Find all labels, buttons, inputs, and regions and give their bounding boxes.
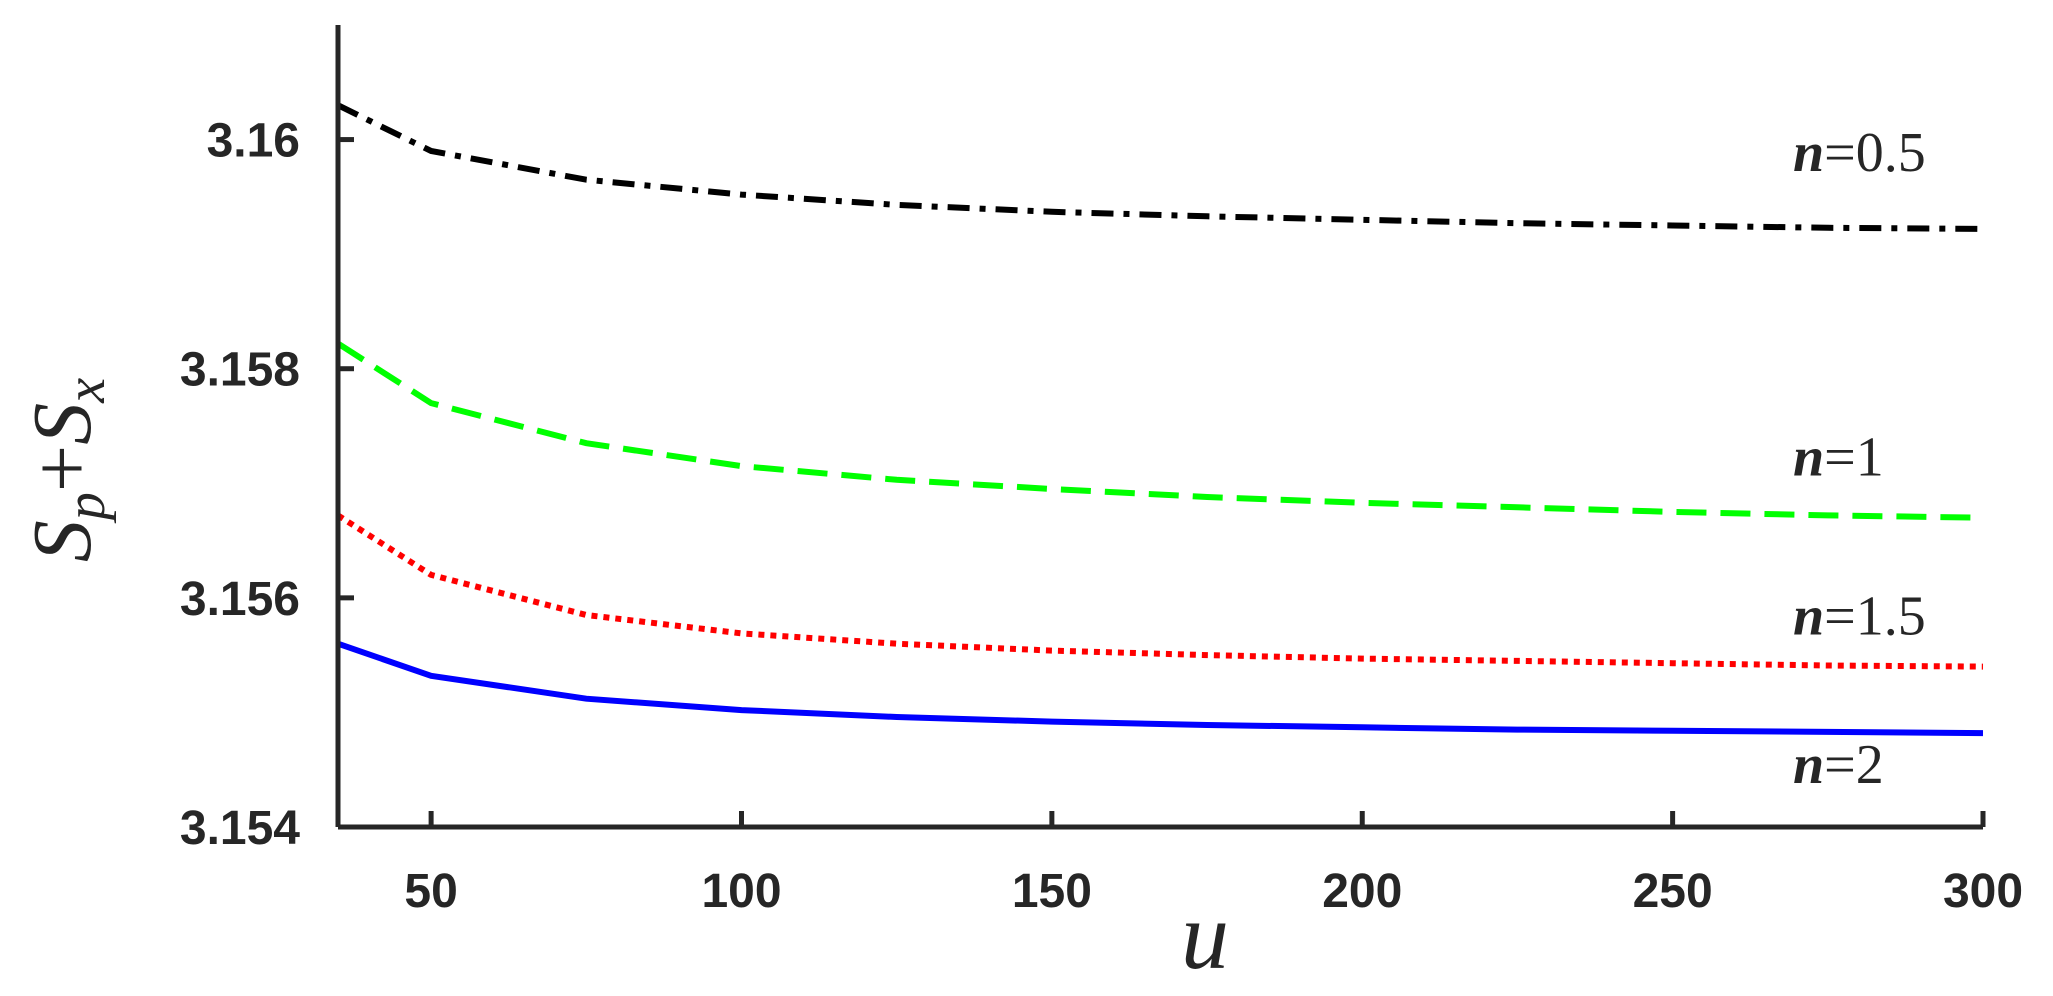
y-tick-label: 3.16 xyxy=(207,115,300,168)
curve-label-value: 2 xyxy=(1856,734,1884,796)
y-tick-label: 3.158 xyxy=(180,344,300,397)
series-line-n-1-5 xyxy=(336,512,1984,670)
curve-label-var: n xyxy=(1793,586,1824,648)
x-tick-label: 300 xyxy=(1943,865,2023,918)
ticks: 50 100 150 200 250 300 3.154 3.156 3.158 3.16 xyxy=(180,115,2023,918)
curve-labels: n=0.5n=1n=1.5n=2 xyxy=(1793,122,1926,796)
curve-label-n-1: n=1 xyxy=(1793,427,1884,489)
x-tick-label: 100 xyxy=(701,865,781,918)
curve-label-var: n xyxy=(1793,122,1824,184)
curve-label-n-1-5: n=1.5 xyxy=(1793,586,1926,648)
y-axis-title-plus: + xyxy=(16,445,109,492)
curve-label-value: 1.5 xyxy=(1856,586,1926,648)
x-axis-title: u xyxy=(1181,882,1229,989)
curve-label-eq: = xyxy=(1824,427,1856,489)
curve-label-value: 1 xyxy=(1856,427,1884,489)
x-tick-label: 250 xyxy=(1633,865,1713,918)
curve-label-n-0-5: n=0.5 xyxy=(1793,122,1926,184)
curve-label-eq: = xyxy=(1824,734,1856,796)
axes xyxy=(335,25,1983,830)
y-tick-label: 3.154 xyxy=(180,802,300,855)
curve-label-var: n xyxy=(1793,734,1824,796)
curve-label-var: n xyxy=(1793,427,1824,489)
series-line-n-2 xyxy=(337,640,1984,737)
curve-label-value: 0.5 xyxy=(1856,122,1926,184)
y-axis-title-s2: S xyxy=(16,403,109,445)
y-axis-title: Sp+Sx xyxy=(16,378,117,562)
y-axis-title-sub2: x xyxy=(55,378,117,404)
y-axis-title-sub1: p xyxy=(55,492,117,524)
series-line-n-0-5 xyxy=(336,102,1984,232)
x-tick-label: 50 xyxy=(404,865,457,918)
x-tick-label: 150 xyxy=(1012,865,1092,918)
curve-label-eq: = xyxy=(1824,122,1856,184)
curve-label-eq: = xyxy=(1824,586,1856,648)
y-axis-title-s1: S xyxy=(16,520,109,562)
curve-label-n-2: n=2 xyxy=(1793,734,1884,796)
series-line-n-1 xyxy=(336,340,1984,521)
x-tick-label: 200 xyxy=(1322,865,1402,918)
plot-lines xyxy=(336,102,1984,737)
y-tick-label: 3.156 xyxy=(180,573,300,626)
